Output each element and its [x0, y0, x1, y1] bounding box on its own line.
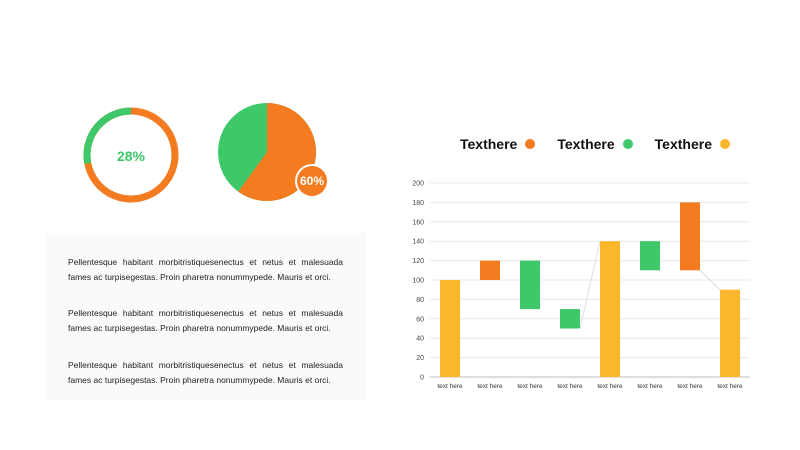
- y-tick-label: 160: [412, 219, 424, 226]
- waterfall-bar: [640, 241, 660, 271]
- legend-dot-green: [622, 139, 633, 149]
- waterfall-bar: [440, 280, 460, 377]
- waterfall-bar: [560, 309, 580, 329]
- legend-label: Texthere: [654, 136, 712, 152]
- legend-item-yellow: Texthere: [655, 136, 730, 152]
- legend-dot-yellow: [719, 139, 730, 149]
- y-tick-label: 200: [412, 181, 424, 188]
- paragraph-1: Pellentesque habitant morbitristiquesene…: [68, 257, 343, 282]
- waterfall-bar: [720, 289, 740, 377]
- legend-label: Texthere: [460, 136, 518, 152]
- connector-line: [579, 241, 601, 329]
- x-tick-label: text here: [677, 383, 703, 390]
- text-panel: Pellentesque habitant morbitristiquesene…: [45, 233, 365, 400]
- legend-dot-orange: [525, 139, 536, 149]
- pie-percent-badge: 60%: [297, 166, 327, 196]
- x-tick-label: text here: [597, 383, 623, 390]
- chart-legend: Texthere Texthere Texthere: [460, 136, 752, 152]
- x-tick-label: text here: [517, 383, 543, 390]
- y-tick-label: 80: [416, 297, 424, 304]
- y-tick-label: 40: [416, 336, 424, 343]
- waterfall-bar: [680, 202, 700, 271]
- y-tick-label: 60: [416, 316, 424, 323]
- waterfall-bar: [480, 260, 500, 280]
- pie-chart: [218, 103, 316, 201]
- paragraph-2: Pellentesque habitant morbitristiquesene…: [68, 308, 343, 333]
- pie-slice-orange: [238, 103, 316, 201]
- y-tick-label: 120: [412, 258, 424, 265]
- waterfall-bar: [520, 260, 540, 310]
- x-tick-label: text here: [437, 383, 463, 390]
- y-tick-label: 0: [420, 375, 424, 382]
- donut-value-arc: [83, 107, 179, 203]
- x-tick-label: text here: [557, 383, 583, 390]
- waterfall-bar: [600, 241, 620, 377]
- legend-item-orange: Texthere: [460, 136, 536, 152]
- y-tick-label: 140: [412, 239, 424, 246]
- paragraph-3: Pellentesque habitant morbitristiquesene…: [68, 360, 343, 385]
- connector-line: [699, 270, 721, 290]
- x-tick-label: text here: [477, 383, 503, 390]
- donut-percent-label: 28%: [116, 148, 146, 164]
- legend-label: Texthere: [557, 136, 615, 152]
- y-tick-label: 20: [416, 355, 424, 362]
- x-tick-label: text here: [637, 383, 663, 390]
- y-tick-label: 180: [412, 200, 424, 207]
- x-tick-label: text here: [717, 383, 743, 390]
- y-tick-label: 100: [412, 278, 424, 285]
- legend-item-green: Texthere: [557, 136, 633, 152]
- donut-chart: [83, 107, 179, 203]
